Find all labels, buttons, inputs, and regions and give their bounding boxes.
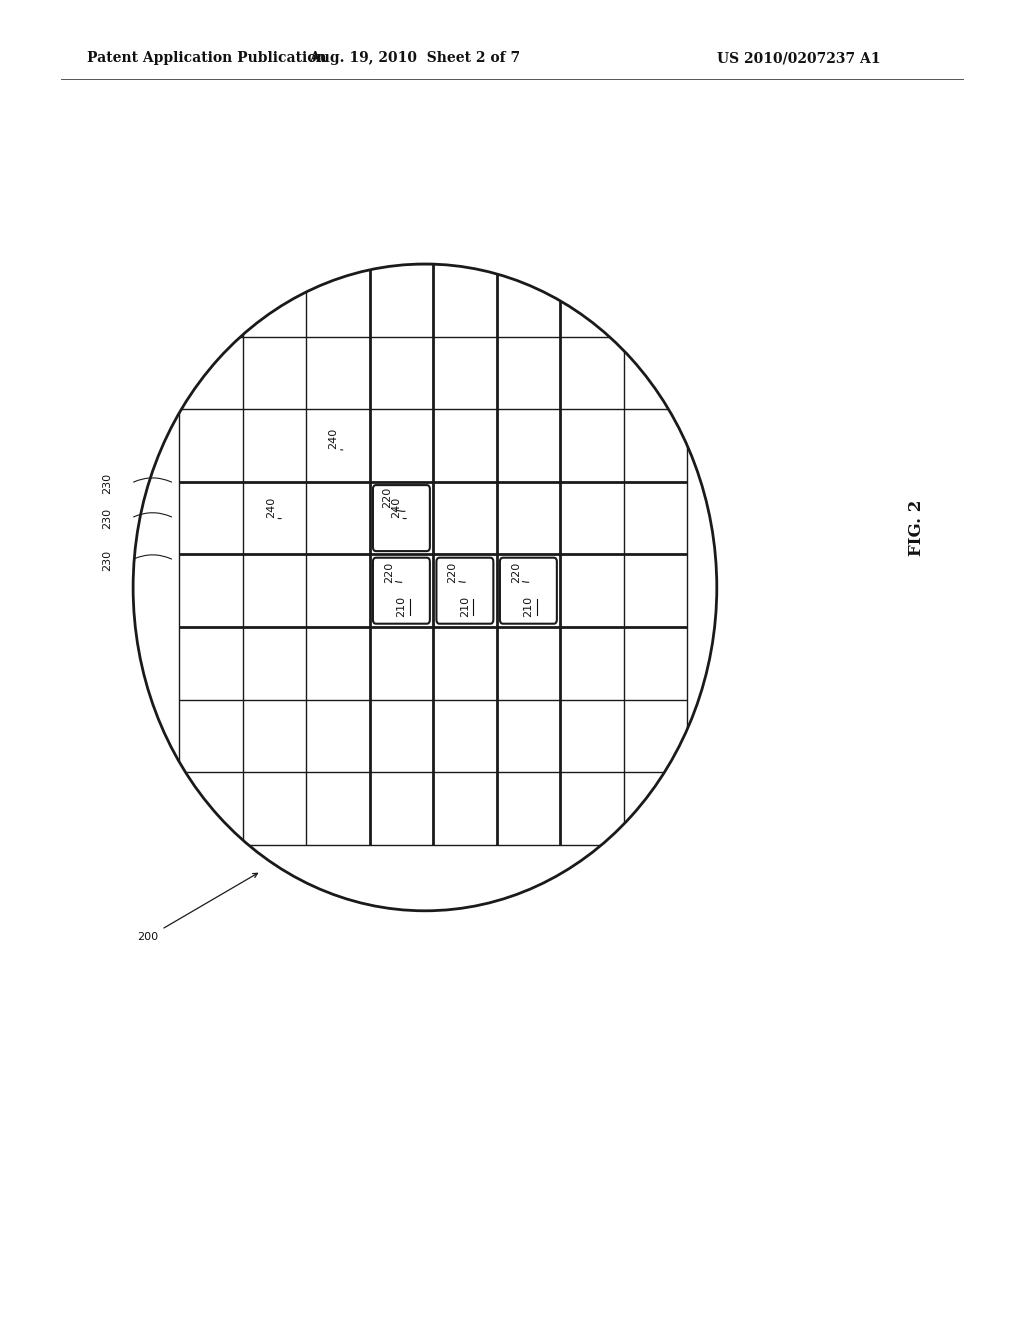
Text: 220: 220 <box>382 487 392 508</box>
Text: FIG. 2: FIG. 2 <box>908 500 925 556</box>
Text: 240: 240 <box>328 428 338 449</box>
Text: 220: 220 <box>447 562 457 583</box>
Text: 220: 220 <box>384 562 393 583</box>
Text: Aug. 19, 2010  Sheet 2 of 7: Aug. 19, 2010 Sheet 2 of 7 <box>309 51 520 65</box>
Text: 210: 210 <box>396 597 407 618</box>
Text: US 2010/0207237 A1: US 2010/0207237 A1 <box>717 51 881 65</box>
FancyBboxPatch shape <box>373 486 430 552</box>
Text: 240: 240 <box>391 496 401 517</box>
Text: 240: 240 <box>266 496 276 517</box>
Text: 230: 230 <box>102 549 113 570</box>
Text: Patent Application Publication: Patent Application Publication <box>87 51 327 65</box>
Text: 230: 230 <box>102 473 113 494</box>
Text: 200: 200 <box>137 874 257 942</box>
Text: 220: 220 <box>511 562 520 583</box>
FancyBboxPatch shape <box>500 557 557 624</box>
Text: 210: 210 <box>523 597 534 618</box>
Text: 230: 230 <box>102 507 113 529</box>
FancyBboxPatch shape <box>436 557 494 624</box>
FancyBboxPatch shape <box>373 557 430 624</box>
Text: 210: 210 <box>460 597 470 618</box>
